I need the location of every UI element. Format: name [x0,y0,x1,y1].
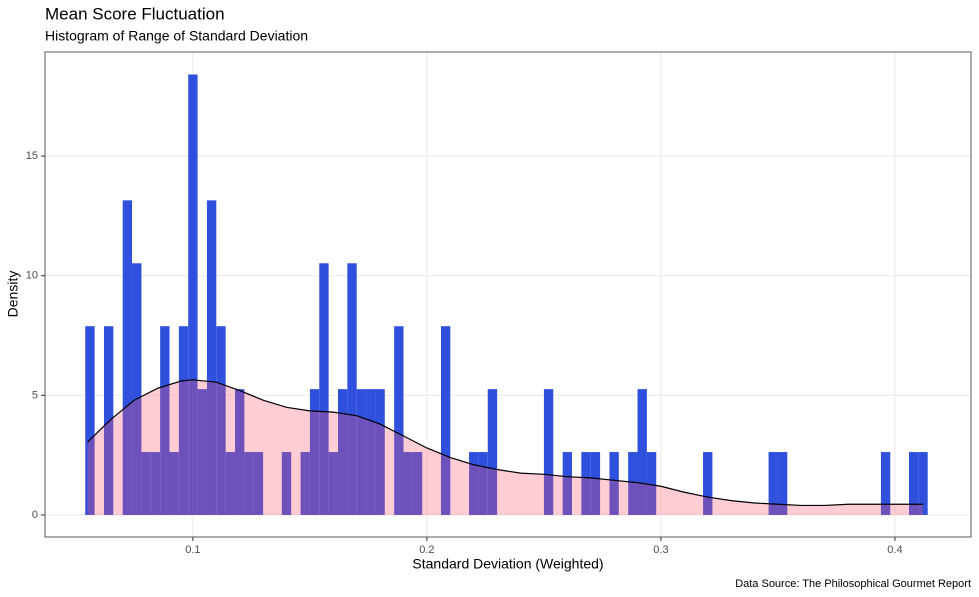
bar [609,452,619,515]
caption: Data Source: The Philosophical Gourmet R… [735,578,971,590]
bar [216,326,226,515]
bar [562,452,573,515]
bar [440,326,451,515]
y-tick-label: 5 [32,389,38,401]
bar [777,452,788,515]
bar [225,452,236,515]
bar [908,452,919,515]
bar [281,452,292,515]
bar [328,452,338,515]
bar [487,389,498,515]
bar [543,389,554,515]
bar [646,452,657,515]
y-axis-label: Density [5,271,21,318]
chart-title: Mean Score Fluctuation [45,4,225,23]
bar [309,389,320,515]
bar [178,326,189,515]
bar [412,452,423,515]
bar [169,452,179,515]
x-tick-label: 0.4 [887,544,902,556]
bar [880,452,891,515]
bar [347,263,357,515]
x-tick-label: 0.1 [185,544,200,556]
bar [356,389,367,515]
bar [132,263,142,515]
bar [768,452,778,515]
bar [85,326,95,515]
bar [478,452,488,515]
bar [319,263,329,515]
bar [122,200,133,515]
bar [403,452,413,515]
bar [918,452,928,515]
bar [150,452,161,515]
bar [188,74,198,515]
bar [300,452,310,515]
bar [253,452,264,515]
bar [244,452,254,515]
y-tick-label: 0 [32,509,38,521]
y-tick-label: 15 [26,150,38,162]
chart-subtitle: Histogram of Range of Standard Deviation [45,28,308,44]
bar [703,452,713,515]
density-line [87,379,924,507]
x-tick-label: 0.3 [653,544,668,556]
bar [394,326,404,515]
bar [590,452,601,515]
bar [160,326,170,515]
x-axis-label: Standard Deviation (Weighted) [412,556,603,572]
bar [637,389,647,515]
bar [235,389,245,515]
panel-border [44,51,972,538]
bar [206,200,217,515]
bar [337,389,348,515]
bar [581,452,591,515]
bar [103,326,114,515]
bar [469,452,479,515]
bar [628,452,638,515]
x-tick-label: 0.2 [419,544,434,556]
bar [366,389,376,515]
y-tick-label: 10 [26,270,38,282]
bar [197,389,207,515]
bar [375,389,385,515]
density-area [87,379,924,515]
bar [141,452,151,515]
